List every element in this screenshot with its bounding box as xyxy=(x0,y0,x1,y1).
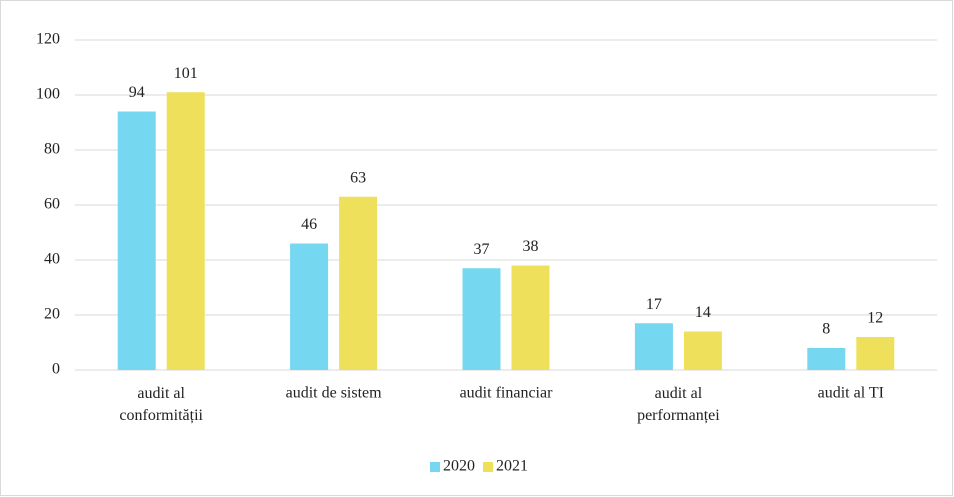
data-label: 63 xyxy=(350,169,366,186)
y-tick-label: 120 xyxy=(36,31,60,48)
x-tick-label: audit al TI xyxy=(818,385,884,402)
x-tick-label: audit financiar xyxy=(460,385,554,402)
data-label: 37 xyxy=(474,241,490,258)
data-label: 12 xyxy=(867,310,883,327)
x-tick-label: audit de sistem xyxy=(286,385,383,402)
x-tick-label: audit al performanței xyxy=(637,385,720,424)
bar xyxy=(462,268,501,370)
data-label: 14 xyxy=(695,304,711,321)
bar xyxy=(634,323,673,370)
data-label: 17 xyxy=(646,296,662,313)
bar xyxy=(856,337,895,370)
data-label: 38 xyxy=(523,238,539,255)
y-tick-label: 20 xyxy=(44,306,60,323)
bar xyxy=(683,331,722,370)
y-tick-label: 40 xyxy=(44,251,60,268)
data-label: 101 xyxy=(174,65,198,82)
y-tick-label: 80 xyxy=(44,141,60,158)
y-tick-label: 100 xyxy=(36,86,60,103)
y-tick-label: 0 xyxy=(52,361,60,378)
x-tick-label: audit al conformității xyxy=(119,385,203,424)
legend-swatch xyxy=(430,462,440,472)
legend-swatch xyxy=(483,462,493,472)
data-label: 94 xyxy=(129,84,145,101)
legend-label: 2020 xyxy=(443,458,475,475)
bar xyxy=(339,196,378,370)
data-label: 46 xyxy=(301,216,317,233)
y-tick-label: 60 xyxy=(44,196,60,213)
bar xyxy=(290,243,329,370)
data-label: 8 xyxy=(822,321,830,338)
legend-label: 2021 xyxy=(496,458,528,475)
bar xyxy=(117,111,156,370)
bar xyxy=(166,92,205,370)
bar xyxy=(807,348,846,370)
bar xyxy=(511,265,550,370)
